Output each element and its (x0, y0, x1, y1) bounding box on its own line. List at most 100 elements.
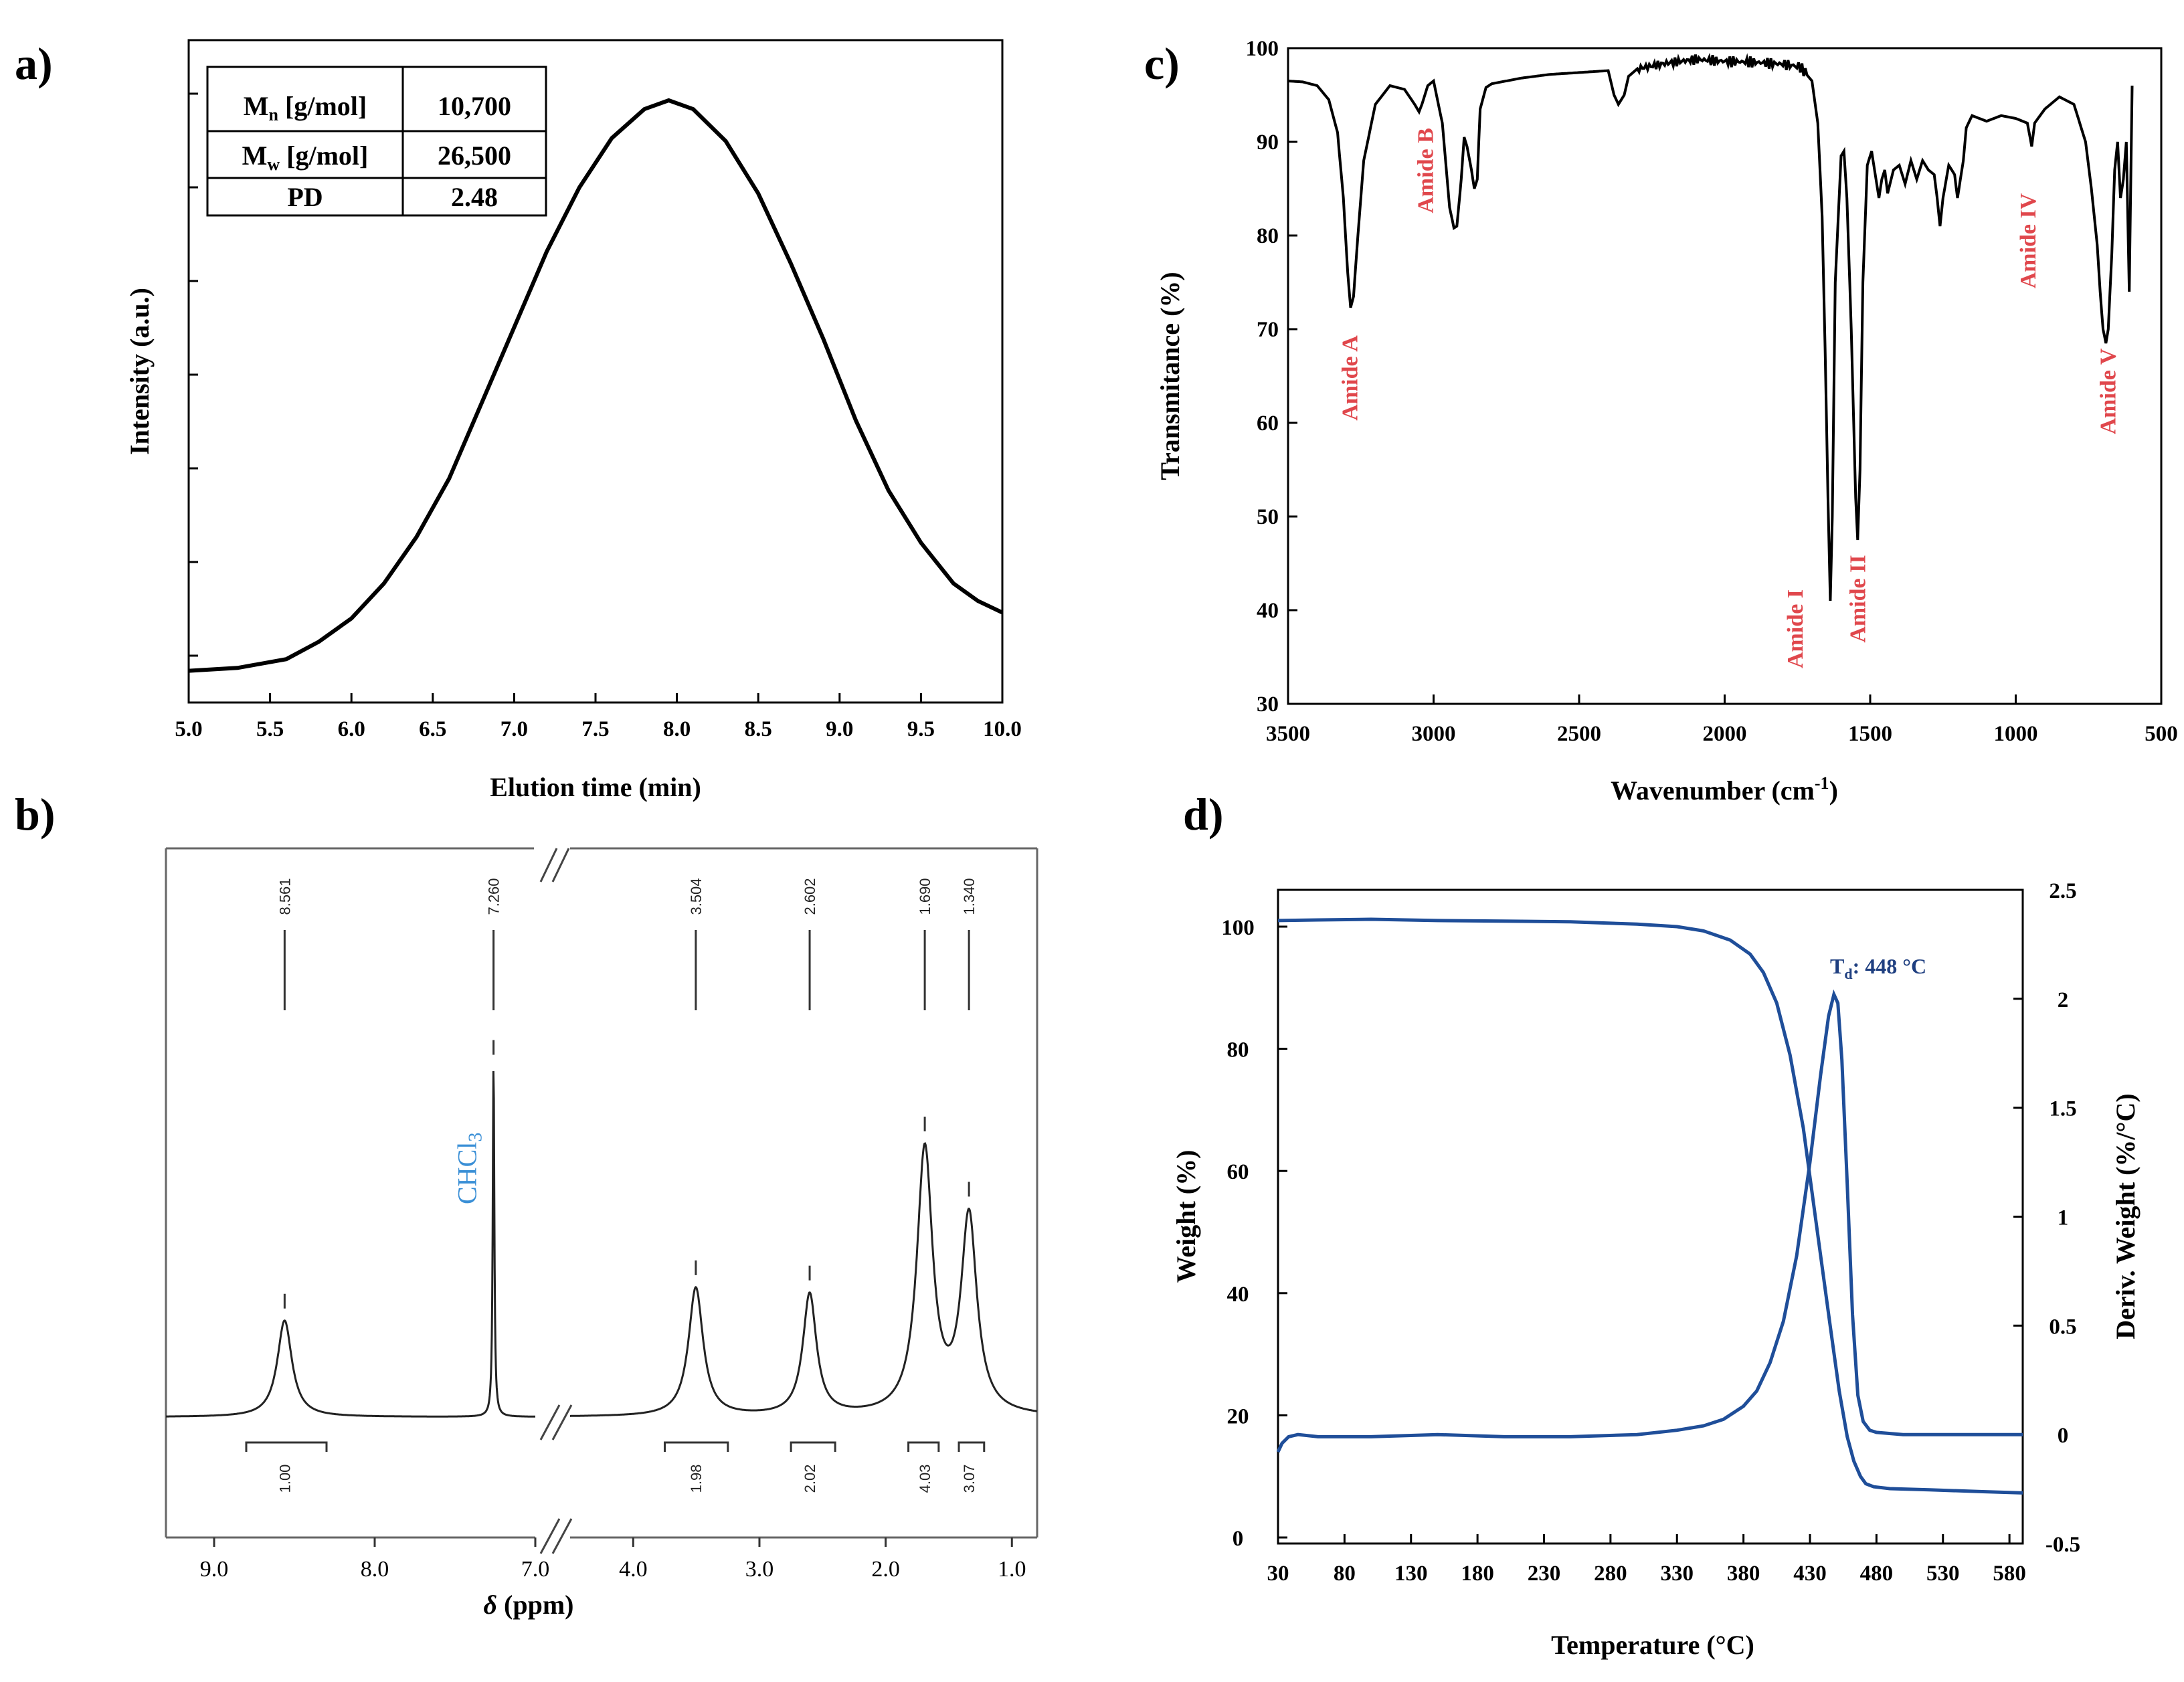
integral-bracket (907, 1441, 940, 1452)
panel-a-x-ticks: 5.0 5.5 6.0 6.5 7.0 7.5 8.0 8.5 9.0 9.5 10.0 (175, 693, 1022, 741)
x-tick-label: 9.0 (826, 717, 853, 741)
y2-tick-label: 1 (2058, 1206, 2069, 1230)
x-tick-label: 3000 (1412, 722, 1456, 746)
panel-c-letter: c) (1144, 38, 1180, 89)
panel-b: b) 9.0 8.0 7.0 4.0 3.0 2.0 1.0 8.561 7.260 3.504… (15, 789, 1038, 1620)
integral-bracket (790, 1441, 836, 1452)
y-tick-label: 60 (1257, 411, 1279, 436)
y-tick-label: 70 (1257, 318, 1279, 342)
x-tick-label: 30 (1267, 1562, 1289, 1586)
x-tick-label: 1500 (1848, 722, 1892, 746)
decomposition-temperature-annotation: Td: 448 °C (1830, 954, 1926, 982)
x-tick-label: 10.0 (983, 717, 1022, 741)
panel-d-left-y-axis-label: Weight (%) (1171, 1150, 1201, 1283)
integral-value: 1.00 (276, 1465, 293, 1493)
x-tick-label: 7.0 (500, 717, 528, 741)
y-tick-label: 90 (1257, 130, 1279, 155)
x-tick-label: 4.0 (619, 1557, 648, 1582)
integral-value: 3.07 (961, 1465, 978, 1493)
peak-shift-label: 1.690 (917, 878, 933, 915)
panel-d-plot-frame (1277, 889, 2024, 1545)
panel-b-integrals: 1.00 1.98 2.02 4.03 3.07 (245, 1441, 986, 1493)
y2-tick-label: 1.5 (2049, 1097, 2076, 1121)
integral-bracket (958, 1441, 986, 1452)
panel-c-amide-annotations: Amide A Amide B Amide I Amide II Amide IV Ami… (1338, 128, 2120, 668)
peak-shift-label: 1.340 (961, 878, 978, 915)
y-tick-label: 30 (1257, 692, 1279, 717)
y2-tick-label: 0.5 (2049, 1315, 2076, 1339)
integral-value: 1.98 (688, 1465, 705, 1493)
amide-band-label: Amide A (1338, 335, 1362, 421)
x-tick-label: 430 (1793, 1562, 1827, 1586)
y-tick-label: 60 (1227, 1160, 1249, 1184)
panel-d-right-y-ticks: -0.5 0 0.5 1 1.5 2 2.5 (2013, 879, 2080, 1557)
panel-c-y-ticks: 30 40 50 60 70 80 90 100 (1246, 37, 1297, 717)
y-tick-label: 100 (1221, 916, 1255, 940)
y-tick-label: 0 (1233, 1527, 1244, 1551)
x-tick-label: 230 (1528, 1562, 1561, 1586)
x-tick-label: 480 (1860, 1562, 1894, 1586)
peak-shift-label: 8.561 (276, 878, 293, 915)
y2-tick-label: 0 (2058, 1424, 2069, 1448)
panel-b-letter: b) (15, 789, 55, 840)
table-row-label: Mn [g/mol] (244, 91, 367, 124)
amide-band-label: Amide B (1413, 128, 1438, 213)
peak-shift-label: 3.504 (688, 878, 705, 915)
panel-c-ir-spectrum-line (1287, 53, 2134, 601)
table-row-label: PD (287, 182, 323, 212)
x-tick-label: 7.0 (521, 1557, 550, 1582)
y2-tick-label: -0.5 (2045, 1533, 2080, 1557)
panel-a-letter: a) (15, 38, 53, 89)
panel-b-x-ticks: 9.0 8.0 7.0 4.0 3.0 2.0 1.0 (200, 1537, 1026, 1582)
x-tick-label: 530 (1926, 1562, 1960, 1586)
x-tick-label: 8.5 (745, 717, 772, 741)
axis-break-marks (539, 848, 573, 1554)
panel-d-letter: d) (1183, 789, 1223, 840)
panel-b-plot-frame (165, 847, 1038, 1539)
integral-value: 4.03 (917, 1465, 933, 1493)
x-tick-label: 8.0 (663, 717, 691, 741)
x-tick-label: 5.0 (175, 717, 202, 741)
x-tick-label: 1.0 (998, 1557, 1026, 1582)
amide-band-label: Amide IV (2016, 193, 2041, 288)
x-tick-label: 580 (1993, 1562, 2026, 1586)
molecular-weight-table: Mn [g/mol] 10,700 Mw [g/mol] 26,500 PD 2… (206, 66, 547, 217)
integral-value: 2.02 (802, 1465, 818, 1493)
x-tick-label: 7.5 (581, 717, 609, 741)
panel-c-x-ticks: 3500 3000 2500 2000 1500 1000 500 (1266, 694, 2178, 746)
table-row-label: Mw [g/mol] (242, 141, 369, 174)
chcl3-solvent-annotation: CHCl3 (452, 1133, 486, 1204)
panel-c: c) 3500 3000 2500 2000 1500 1000 500 30 40 50 60 7… (1144, 37, 2178, 806)
y-tick-label: 100 (1246, 37, 1279, 61)
panel-b-x-axis-label: δ (ppm) (484, 1590, 574, 1620)
y2-tick-label: 2 (2058, 988, 2069, 1012)
y-tick-label: 40 (1227, 1283, 1249, 1307)
y-tick-label: 50 (1257, 505, 1279, 529)
y-tick-label: 40 (1257, 599, 1279, 623)
panel-a: a) 5.0 5.5 6.0 6.5 7.0 7.5 8.0 8.5 9.0 9.5 10.0 El… (15, 38, 1022, 802)
panel-c-y-axis-label: Transmitance (%) (1155, 272, 1185, 480)
panel-d: d) 30 80 130 180 230 280 330 380 430 480 530 580 02… (1171, 789, 2141, 1660)
panel-a-y-axis-label: Intensity (a.u.) (124, 288, 155, 455)
x-tick-label: 1000 (1994, 722, 2038, 746)
x-tick-label: 8.0 (361, 1557, 389, 1582)
amide-band-label: Amide V (2096, 348, 2121, 434)
panel-b-spectrum-line (166, 1070, 1038, 1418)
panel-a-x-axis-label: Elution time (min) (490, 772, 701, 802)
y-tick-label: 20 (1227, 1404, 1249, 1428)
x-tick-label: 6.0 (338, 717, 365, 741)
x-tick-label: 180 (1461, 1562, 1494, 1586)
y-tick-label: 80 (1257, 224, 1279, 248)
table-row-value: 10,700 (438, 91, 511, 121)
panel-a-series-line (188, 98, 1004, 673)
x-tick-label: 2500 (1557, 722, 1601, 746)
peak-shift-label: 2.602 (802, 878, 818, 915)
x-tick-label: 6.5 (419, 717, 446, 741)
panel-d-x-ticks: 30 80 130 180 230 280 330 380 430 480 530 580 (1267, 1534, 2026, 1586)
x-tick-label: 3500 (1266, 722, 1310, 746)
x-tick-label: 3.0 (745, 1557, 774, 1582)
x-tick-label: 280 (1594, 1562, 1627, 1586)
amide-band-label: Amide I (1783, 589, 1808, 668)
table-frame (206, 66, 547, 217)
